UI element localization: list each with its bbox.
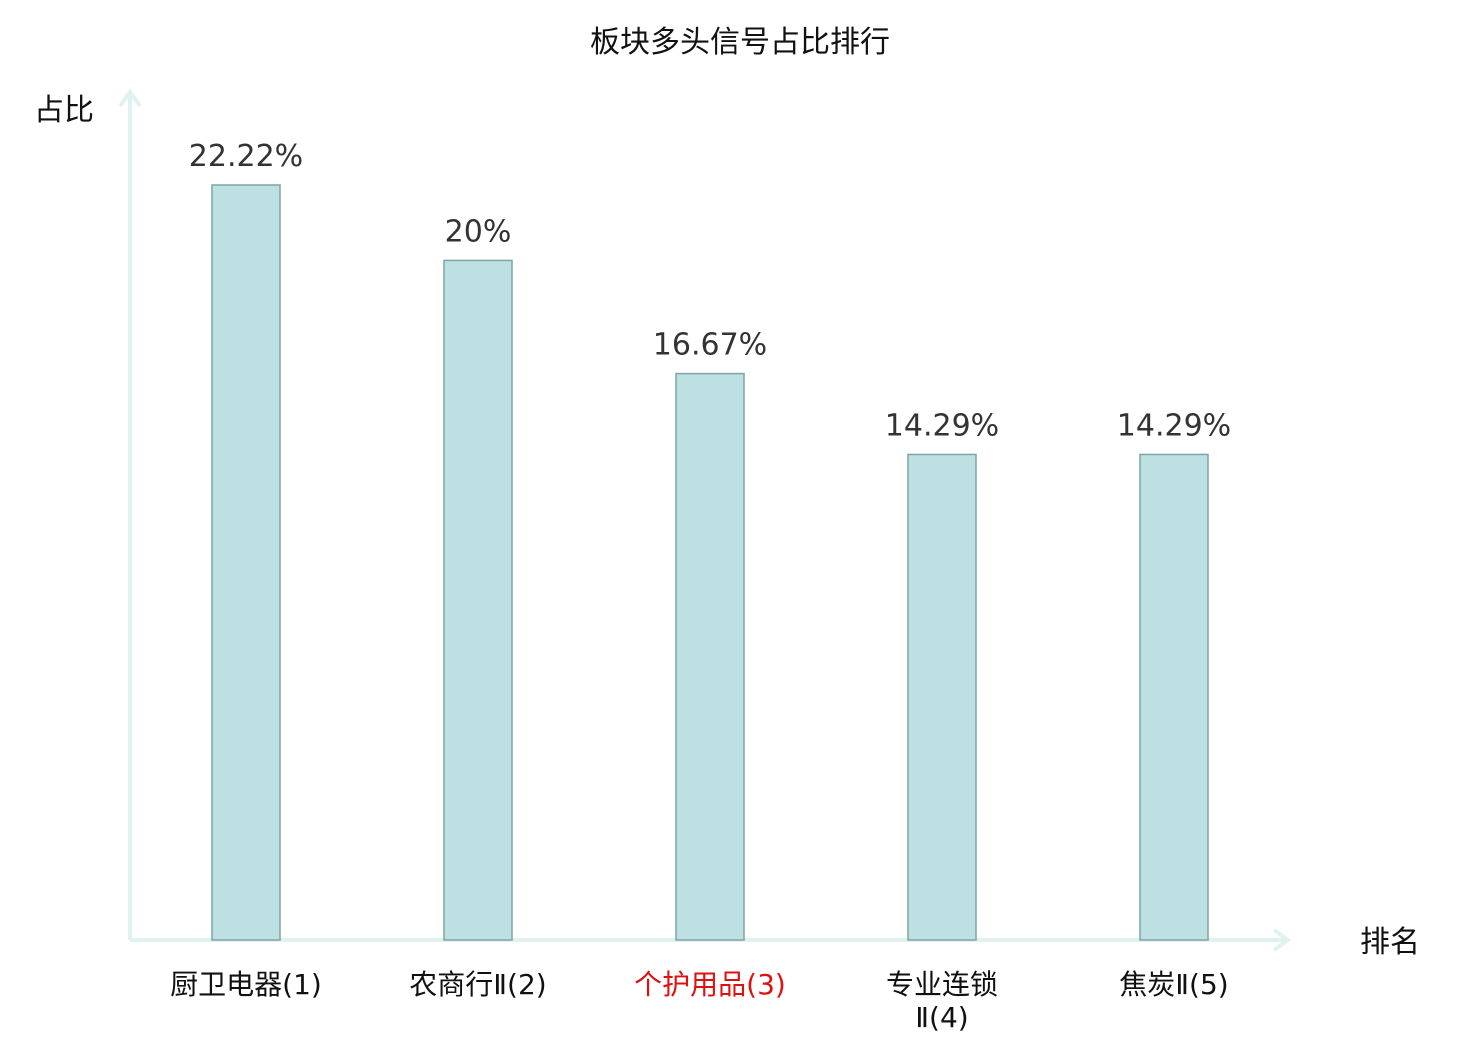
value-label-4: 14.29% [885, 408, 999, 443]
category-label-line: 个护用品(3) [634, 968, 786, 1001]
y-axis-arrow [118, 88, 142, 108]
category-label-5: 焦炭Ⅱ(5) [1119, 968, 1228, 1001]
chart-title: 板块多头信号占比排行 [590, 25, 890, 60]
category-label-line: Ⅱ(4) [915, 1001, 968, 1034]
value-label-2: 20% [445, 214, 512, 249]
category-label-line: 专业连锁 [886, 968, 998, 1001]
y-axis-label: 占比 [34, 93, 94, 128]
bars-group [211, 184, 1209, 941]
bar-3 [675, 372, 745, 941]
category-label-2: 农商行Ⅱ(2) [409, 968, 546, 1001]
category-label-line: 焦炭Ⅱ(5) [1119, 968, 1228, 1001]
category-label-line: 农商行Ⅱ(2) [409, 968, 546, 1001]
category-label-3: 个护用品(3) [634, 968, 786, 1001]
x-axis-arrow [1272, 928, 1292, 952]
value-label-5: 14.29% [1117, 408, 1231, 443]
category-label-line: 厨卫电器(1) [170, 968, 322, 1001]
bar-5 [1139, 453, 1209, 941]
x-axis-label: 排名 [1360, 925, 1420, 960]
value-label-1: 22.22% [189, 139, 303, 174]
bar-1 [211, 184, 281, 941]
bar-4 [907, 453, 977, 941]
value-label-3: 16.67% [653, 328, 767, 363]
value-labels-group: 22.22% 20% 16.67% 14.29% 14.29% [189, 139, 1231, 443]
category-label-1: 厨卫电器(1) [170, 968, 322, 1001]
bar-2 [443, 259, 513, 941]
category-labels-group: 厨卫电器(1) 农商行Ⅱ(2) 个护用品(3) 专业连锁 Ⅱ(4) 焦炭Ⅱ(5) [170, 968, 1229, 1034]
category-label-4: 专业连锁 Ⅱ(4) [886, 968, 998, 1034]
